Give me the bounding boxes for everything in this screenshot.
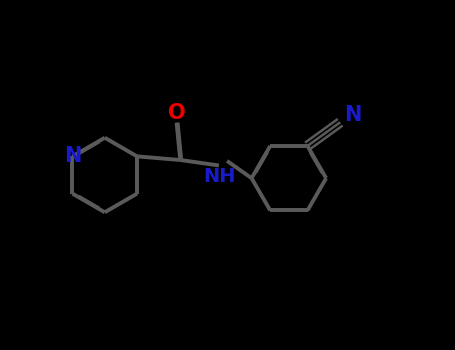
Text: NH: NH xyxy=(203,167,236,186)
Text: O: O xyxy=(168,103,185,123)
Text: N: N xyxy=(344,105,362,125)
Text: N: N xyxy=(64,146,81,166)
